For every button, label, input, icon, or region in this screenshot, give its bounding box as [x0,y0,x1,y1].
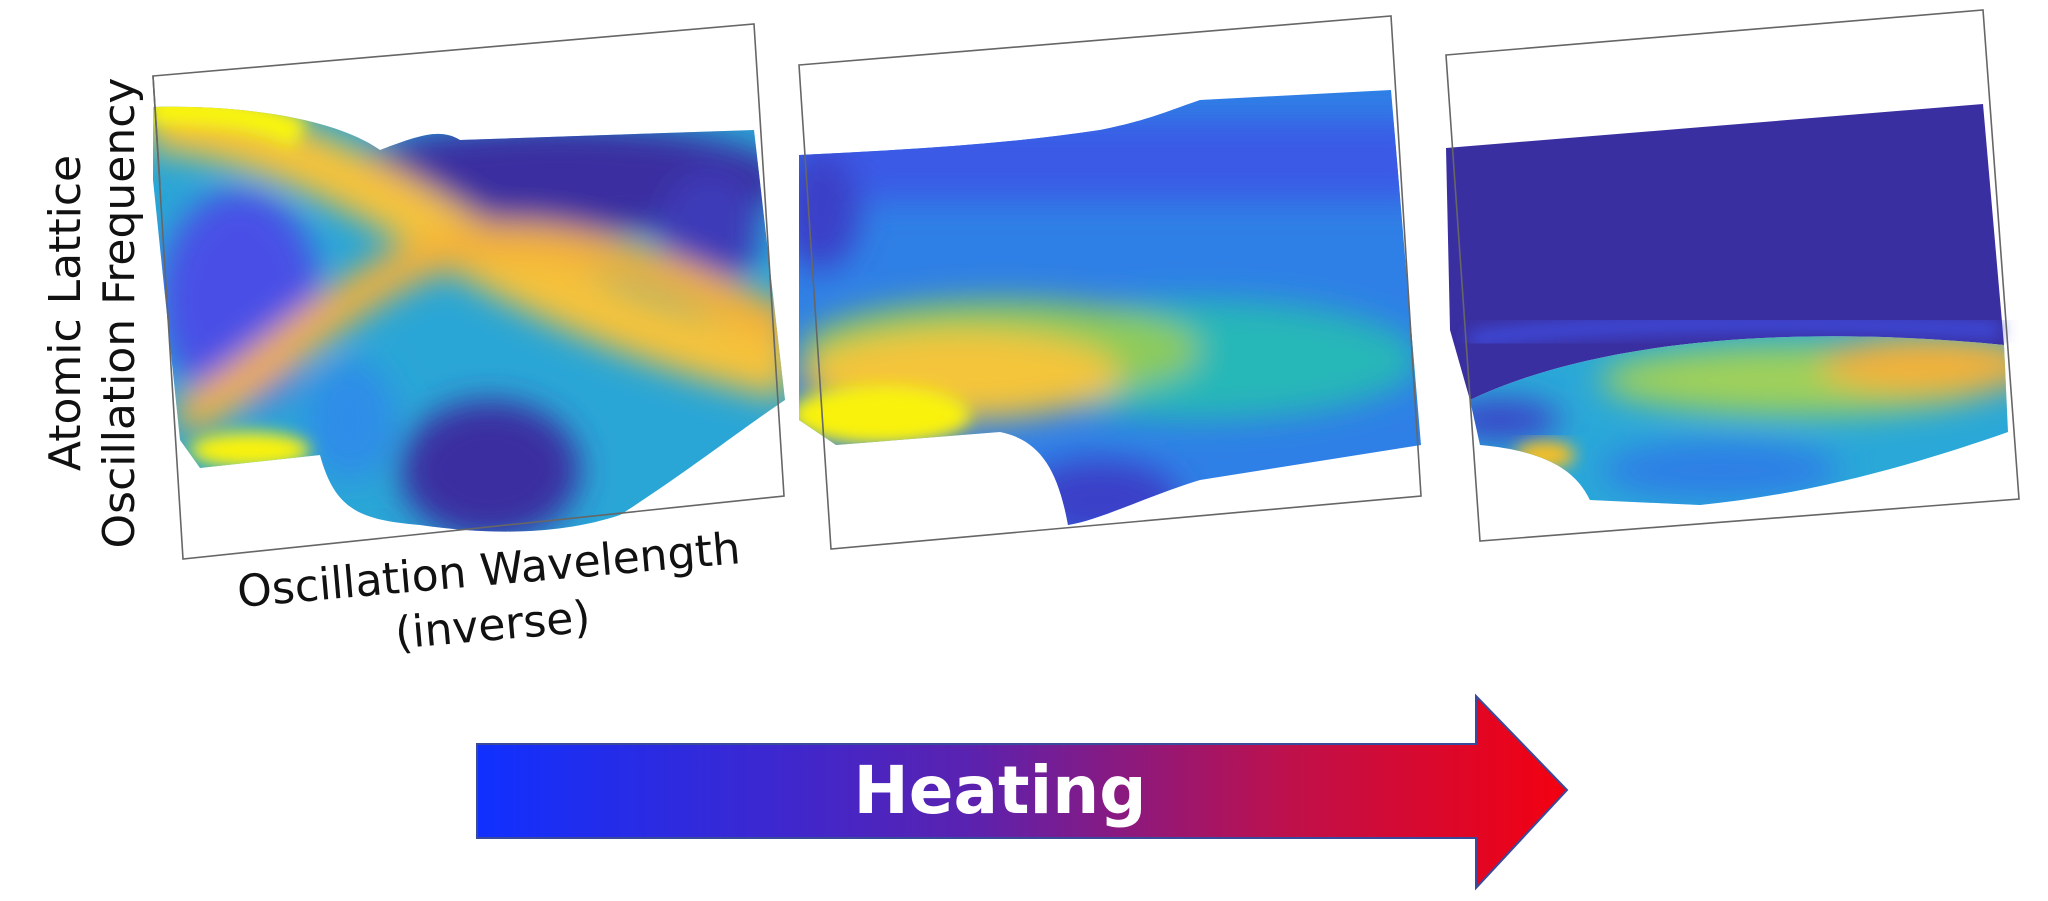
surface-region [799,385,970,445]
surface-panel-1 [152,23,785,560]
surface-ridge [153,106,307,149]
heating-arrow [476,693,1569,891]
surface-ridge [170,222,785,438]
surface-region [1515,441,1575,469]
surface-region [305,360,395,480]
surface-region [1470,400,1560,440]
surface-region [1020,460,1180,525]
plot-box [1445,9,2020,542]
surface-ridge [153,106,785,400]
plot-box [798,15,1422,550]
surface-ridge [1468,314,2001,349]
surface-region [799,150,860,270]
surface-panel-2 [798,15,1422,550]
surface-panel-3 [1445,9,2020,542]
surface-region [190,432,310,468]
surface-region [1820,336,2008,395]
plot-edge [152,75,161,186]
y-axis-label: Atomic Lattice [40,155,91,471]
surface-region [660,170,760,290]
surface-region [1600,440,1840,500]
surface-region [799,120,1421,200]
plot-box [152,23,785,560]
surface-region [400,400,580,532]
y-axis-label: Oscillation Frequency [94,78,145,549]
arrow-label: Heating [854,752,1147,829]
